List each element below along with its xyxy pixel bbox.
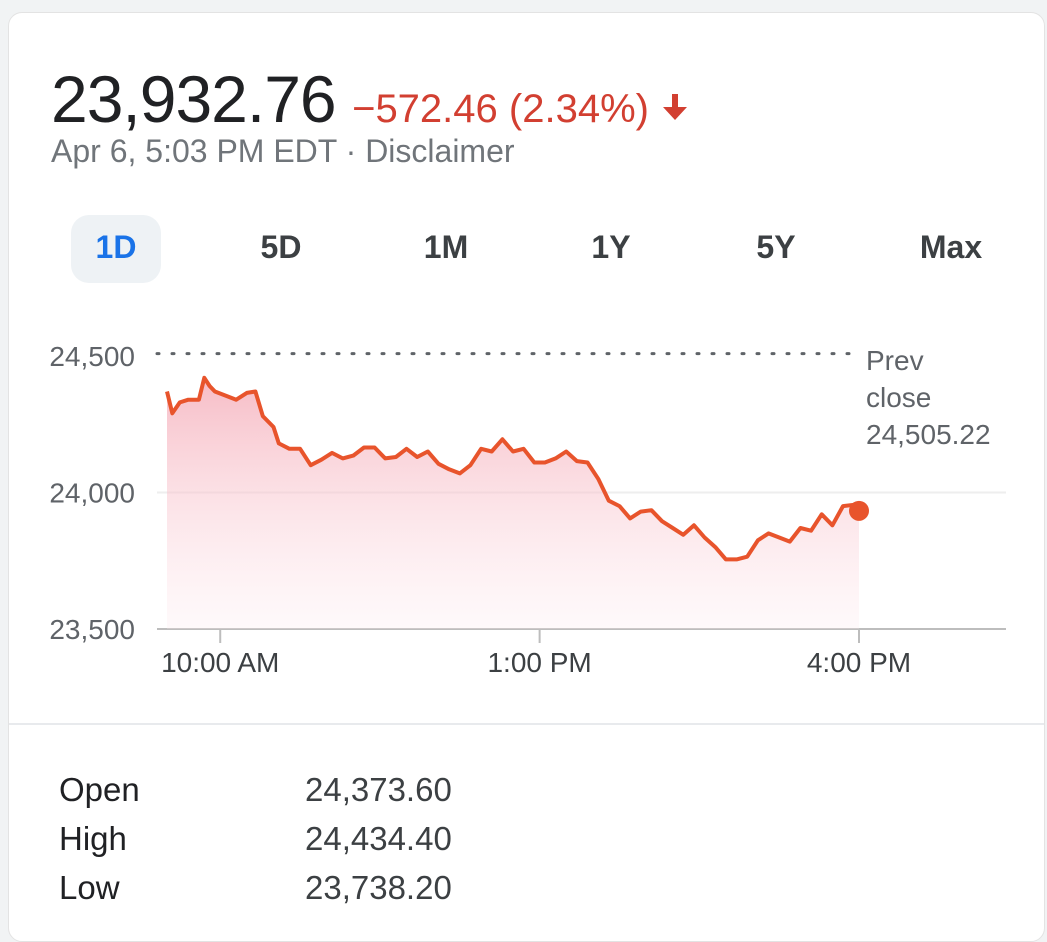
stat-row-high: High 24,434.40 bbox=[59, 820, 452, 869]
stat-row-low: Low 23,738.20 bbox=[59, 869, 452, 918]
x-tick-label: 10:00 AM bbox=[161, 647, 279, 678]
stat-value: 23,738.20 bbox=[305, 869, 452, 906]
stat-label: High bbox=[59, 820, 127, 857]
prev-close-value: 24,505.22 bbox=[866, 419, 991, 450]
x-tick-label: 4:00 PM bbox=[807, 647, 911, 678]
stat-label: Open bbox=[59, 771, 140, 808]
y-tick-label: 24,000 bbox=[49, 478, 135, 509]
arrow-down-icon bbox=[661, 92, 689, 127]
tab-max[interactable]: Max bbox=[919, 229, 983, 265]
stat-value: 24,373.60 bbox=[305, 771, 452, 808]
stat-value: 24,434.40 bbox=[305, 820, 452, 857]
tab-5y[interactable]: 5Y bbox=[756, 229, 796, 265]
y-tick-label: 23,500 bbox=[49, 614, 135, 645]
price-change: −572.46 (2.34%) bbox=[352, 87, 649, 131]
tab-1y[interactable]: 1Y bbox=[591, 229, 631, 265]
price-area bbox=[167, 377, 859, 629]
divider bbox=[9, 723, 1044, 725]
stat-label: Low bbox=[59, 869, 120, 906]
disclaimer-link[interactable]: Disclaimer bbox=[365, 133, 515, 169]
price-row: 23,932.76 −572.46 (2.34%) bbox=[51, 61, 689, 137]
stats-table: Open 24,373.60 High 24,434.40 Low 23,738… bbox=[59, 771, 452, 918]
prev-close-label-line1: Prev bbox=[866, 345, 924, 376]
x-tick-label: 1:00 PM bbox=[487, 647, 591, 678]
timestamp-line: Apr 6, 5:03 PM EDT · Disclaimer bbox=[51, 133, 515, 170]
prev-close-label-line2: close bbox=[866, 382, 931, 413]
y-tick-label: 24,500 bbox=[49, 341, 135, 372]
stat-row-open: Open 24,373.60 bbox=[59, 771, 452, 820]
tab-1d[interactable]: 1D bbox=[71, 215, 161, 283]
tab-1m[interactable]: 1M bbox=[423, 229, 469, 265]
price-line bbox=[165, 375, 861, 562]
range-tabs: 1D 5D 1M 1Y 5Y Max bbox=[71, 215, 1011, 283]
timestamp: Apr 6, 5:03 PM EDT bbox=[51, 133, 337, 169]
separator: · bbox=[345, 133, 357, 169]
stock-card: 23,932.76 −572.46 (2.34%) Apr 6, 5:03 PM… bbox=[8, 12, 1045, 942]
tab-5d[interactable]: 5D bbox=[260, 229, 302, 265]
intraday-chart: 24,500 24,000 23,500 10:00 AM 1:00 PM 4:00 P… bbox=[49, 341, 1006, 678]
last-price-dot bbox=[849, 500, 869, 521]
current-price: 23,932.76 bbox=[51, 62, 337, 136]
